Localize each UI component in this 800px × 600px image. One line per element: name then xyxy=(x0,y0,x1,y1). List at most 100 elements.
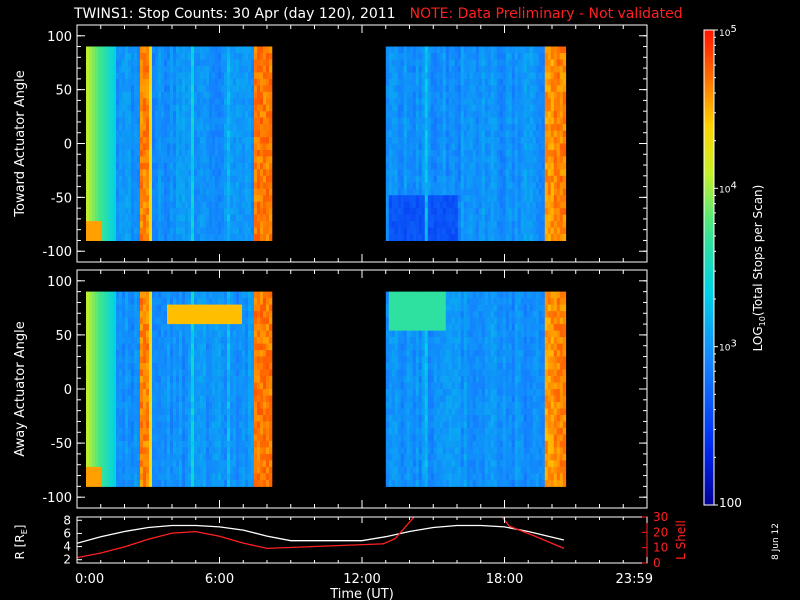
heatmap-column xyxy=(191,291,195,487)
heatmap-cell xyxy=(508,201,513,209)
heatmap-cell xyxy=(239,65,243,73)
heatmap-cell xyxy=(394,169,399,177)
heatmap-cell xyxy=(146,188,150,196)
heatmap-cell xyxy=(478,59,483,67)
heatmap-cell xyxy=(161,234,165,241)
heatmap-cell xyxy=(161,91,165,99)
heatmap-cell xyxy=(209,130,213,138)
heatmap-cell xyxy=(89,130,93,138)
heatmap-cell xyxy=(218,214,222,222)
heatmap-cell xyxy=(532,46,537,54)
heatmap-cell xyxy=(421,91,426,99)
heatmap-cell xyxy=(493,59,498,67)
heatmap-cell xyxy=(197,130,201,138)
heatmap-cell xyxy=(140,356,144,364)
heatmap-cell xyxy=(541,188,546,196)
heatmap-cell xyxy=(248,124,252,132)
heatmap-cell xyxy=(185,440,189,448)
heatmap-cell xyxy=(400,78,405,86)
heatmap-cell xyxy=(397,91,402,99)
heatmap-cell xyxy=(86,111,90,119)
heatmap-cell xyxy=(185,98,189,106)
heatmap-cell xyxy=(164,415,168,422)
heatmap-cell xyxy=(544,65,549,73)
heatmap-cell xyxy=(421,124,426,132)
heatmap-cell xyxy=(89,111,93,119)
heatmap-cell xyxy=(451,117,456,125)
heatmap-cell xyxy=(128,182,132,190)
heatmap-column xyxy=(152,46,156,241)
heatmap-cell xyxy=(239,137,243,144)
heatmap-cell xyxy=(266,65,270,73)
heatmap-cell xyxy=(245,182,249,190)
heatmap-cell xyxy=(439,59,444,67)
heatmap-cell xyxy=(143,91,147,99)
heatmap-cell xyxy=(137,221,141,229)
heatmap-cell xyxy=(442,104,447,112)
heatmap-cell xyxy=(436,117,441,125)
heatmap-cell xyxy=(98,85,102,93)
heatmap-cell xyxy=(484,130,489,138)
heatmap-cell xyxy=(553,221,558,229)
heatmap-cell xyxy=(122,130,126,138)
heatmap-cell xyxy=(173,104,177,112)
heatmap-cell xyxy=(140,227,144,235)
heatmap-cell xyxy=(98,395,102,403)
heatmap-cell xyxy=(113,175,117,183)
heatmap-cell xyxy=(260,188,264,196)
heatmap-cell xyxy=(188,440,192,448)
heatmap-cell xyxy=(185,447,189,455)
heatmap-cell xyxy=(89,221,93,229)
heatmap-cell xyxy=(134,85,138,93)
heatmap-cell xyxy=(134,434,138,442)
heatmap-cell xyxy=(143,343,147,351)
heatmap-cell xyxy=(128,304,132,312)
heatmap-cell xyxy=(535,104,540,112)
heatmap-cell xyxy=(239,208,243,216)
heatmap-cell xyxy=(116,117,120,125)
heatmap-cell xyxy=(188,85,192,93)
heatmap-cell xyxy=(517,137,522,144)
heatmap-cell xyxy=(125,143,129,151)
heatmap-cell xyxy=(493,201,498,209)
heatmap-cell xyxy=(170,395,174,403)
heatmap-cell xyxy=(152,78,156,86)
heatmap-cell xyxy=(155,421,159,429)
heatmap-cell xyxy=(445,182,450,190)
heatmap-cell xyxy=(104,350,108,358)
heatmap-cell xyxy=(131,162,135,170)
heatmap-cell xyxy=(505,111,510,119)
heatmap-cell xyxy=(523,156,528,164)
heatmap-cell xyxy=(110,162,114,170)
heatmap-cell xyxy=(439,195,444,203)
heatmap-cell xyxy=(215,46,219,54)
heatmap-cell xyxy=(203,221,207,229)
heatmap-cell xyxy=(266,85,270,93)
heatmap-cell xyxy=(538,175,543,183)
heatmap-cell xyxy=(436,46,441,54)
heatmap-cell xyxy=(137,415,141,422)
heatmap-cell xyxy=(424,182,429,190)
heatmap-cell xyxy=(254,53,258,60)
heatmap-cell xyxy=(478,156,483,164)
heatmap-cell xyxy=(188,65,192,73)
heatmap-cell xyxy=(122,447,126,455)
heatmap-cell xyxy=(496,175,501,183)
heatmap-cell xyxy=(161,137,165,144)
heatmap-cell xyxy=(104,427,108,435)
heatmap-cell xyxy=(110,324,114,332)
heatmap-cell xyxy=(113,182,117,190)
heatmap-cell xyxy=(185,227,189,235)
heatmap-cell xyxy=(164,143,168,151)
heatmap-cell xyxy=(185,343,189,351)
heatmap-cell xyxy=(170,78,174,86)
heatmap-cell xyxy=(418,182,423,190)
heatmap-cell xyxy=(113,46,117,54)
heatmap-cell xyxy=(403,78,408,86)
heatmap-cell xyxy=(194,130,198,138)
heatmap-cell xyxy=(454,208,459,216)
heatmap-cell xyxy=(122,408,126,416)
heatmap-cell xyxy=(104,415,108,422)
heatmap-cell xyxy=(511,227,516,235)
